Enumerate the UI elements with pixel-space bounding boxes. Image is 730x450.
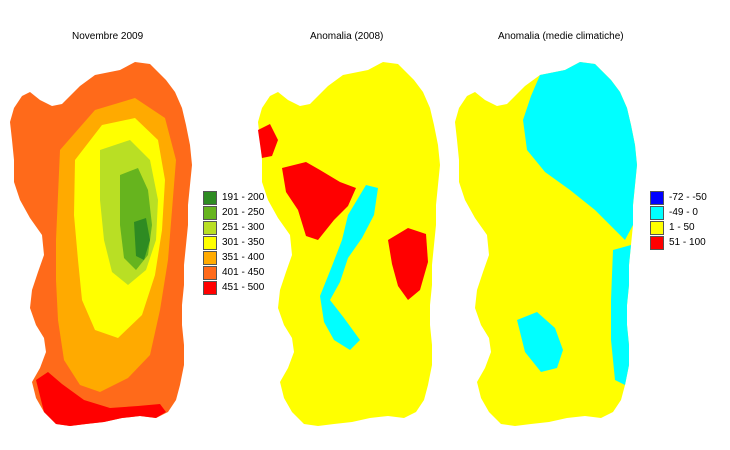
region-climate-neg-northeast: [523, 62, 637, 240]
legend-item: 351 - 400: [203, 250, 264, 265]
legend-label: 51 - 100: [669, 237, 706, 248]
legend-label: -72 - -50: [669, 192, 707, 203]
legend-label: 191 - 200: [222, 192, 265, 203]
legend-label: 301 - 350: [222, 237, 265, 248]
legend-item: 1 - 50: [650, 220, 707, 235]
map-title-anomaly-climate: Anomalia (medie climatiche): [498, 31, 624, 42]
region-191-200: [134, 218, 150, 260]
legend-swatch: [203, 235, 217, 250]
map-anomaly-2008: [258, 62, 440, 426]
legend-item: 191 - 200: [203, 190, 264, 205]
legend-item: 201 - 250: [203, 205, 264, 220]
legend-item: 451 - 500: [203, 280, 264, 295]
legend-item: 251 - 300: [203, 220, 264, 235]
map-rainfall: [10, 62, 192, 426]
legend-swatch: [650, 205, 664, 220]
region-anomaly-pos-east: [388, 228, 428, 300]
map-title-anomaly-2008: Anomalia (2008): [310, 31, 384, 42]
legend-swatch: [650, 235, 664, 250]
region-climate-neg-south: [517, 312, 563, 372]
legend-anomaly: -72 - -50 -49 - 0 1 - 50 51 - 100: [650, 190, 707, 250]
region-anomaly-pos-west: [282, 162, 356, 240]
region-climate-neg-east: [611, 245, 631, 385]
legend-label: 1 - 50: [669, 222, 695, 233]
region-451-500: [36, 372, 166, 426]
legend-swatch: [203, 205, 217, 220]
legend-swatch: [650, 190, 664, 205]
legend-item: 401 - 450: [203, 265, 264, 280]
legend-item: -49 - 0: [650, 205, 707, 220]
region-anomaly-pos-nw: [258, 124, 278, 158]
legend-swatch: [203, 280, 217, 295]
legend-swatch: [650, 220, 664, 235]
legend-item: 301 - 350: [203, 235, 264, 250]
map-title-november-2009: Novembre 2009: [72, 31, 144, 42]
legend-label: 451 - 500: [222, 282, 265, 293]
region-anomaly-neg-center: [320, 185, 378, 350]
legend-label: 201 - 250: [222, 207, 265, 218]
legend-label: 401 - 450: [222, 267, 265, 278]
legend-swatch: [203, 250, 217, 265]
legend-swatch: [203, 190, 217, 205]
legend-item: 51 - 100: [650, 235, 707, 250]
legend-swatch: [203, 265, 217, 280]
legend-label: -49 - 0: [669, 207, 698, 218]
legend-label: 351 - 400: [222, 252, 265, 263]
legend-item: -72 - -50: [650, 190, 707, 205]
legend-label: 251 - 300: [222, 222, 265, 233]
legend-swatch: [203, 220, 217, 235]
map-anomaly-climate: [455, 62, 637, 426]
legend-rainfall: 191 - 200 201 - 250 251 - 300 301 - 350 351 …: [203, 190, 264, 295]
